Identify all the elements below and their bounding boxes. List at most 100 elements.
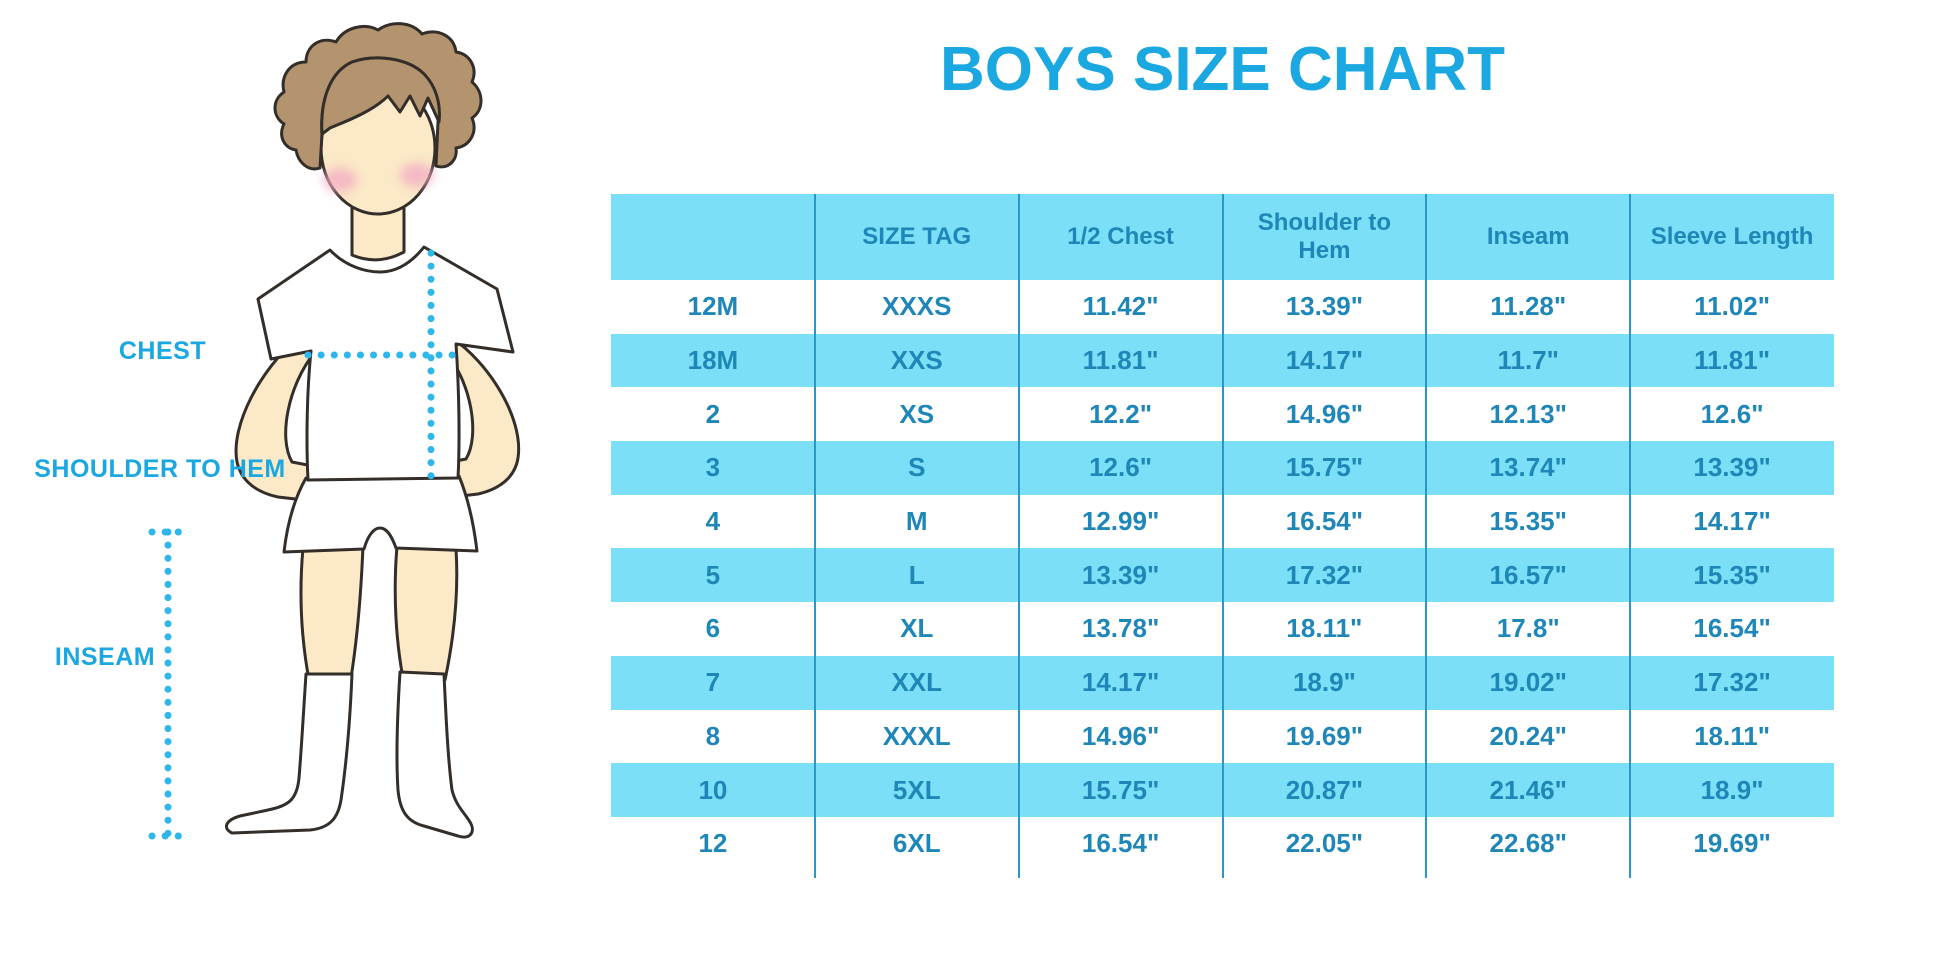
size-value-cell: 11.81"	[1082, 345, 1159, 376]
size-value-cell: 5XL	[892, 774, 941, 805]
table-row: 18M XXS 11.81" 14.17" 11.7" 11.81"	[611, 333, 1834, 388]
size-value-cell: 14.96"	[1081, 720, 1160, 751]
right-arm-shape	[423, 336, 521, 502]
size-value-cell: 19.69"	[1693, 828, 1771, 859]
size-value-cell: XXXL	[882, 720, 951, 751]
size-value-cell: 11.02"	[1694, 291, 1771, 322]
table-row: 3 S 12.6" 15.75" 13.74" 13.39"	[611, 441, 1834, 495]
left-arm-shape	[234, 338, 335, 505]
shorts-shape	[282, 474, 479, 554]
size-value-cell: 11.28"	[1490, 291, 1567, 322]
size-value-cell: 12.13"	[1489, 398, 1567, 429]
page-title: BOYS SIZE CHART	[940, 35, 1505, 104]
row-size-label: 6	[705, 613, 721, 644]
size-value-cell: XS	[899, 398, 935, 429]
size-value-cell: 15.75"	[1285, 452, 1364, 483]
row-size-label: 5	[705, 559, 721, 590]
size-value-cell: XL	[900, 613, 934, 644]
column-header: 1/2 Chest	[1067, 222, 1174, 250]
chest-measure-label: CHEST	[118, 337, 207, 365]
size-table-body: 12M XXXS 11.42" 13.39" 11.28" 11.02" 18M XXS 11.…	[611, 280, 1834, 871]
table-row: 7 XXL 14.17" 18.9" 19.02" 17.32"	[611, 655, 1834, 710]
size-table-header: SIZE TAG 1/2 Chest Shoulder to Hem Inseam Sl…	[611, 194, 1834, 280]
size-value-cell: XXS	[890, 345, 943, 376]
column-header: SIZE TAG	[862, 222, 972, 250]
size-value-cell: 12.99"	[1081, 506, 1160, 537]
table-row: 4 M 12.99" 16.54" 15.35" 14.17"	[611, 495, 1834, 549]
size-value-cell: 13.39"	[1693, 452, 1771, 483]
table-row: 8 XXXL 14.96" 19.69" 20.24" 18.11"	[611, 710, 1834, 764]
size-value-cell: 17.8"	[1496, 613, 1560, 644]
size-value-cell: 14.17"	[1081, 667, 1160, 698]
column-header: Shoulder to Hem	[1257, 208, 1392, 264]
inseam-measure-label: INSEAM	[54, 643, 156, 671]
size-value-cell: 13.39"	[1081, 559, 1160, 590]
row-size-label: 10	[698, 774, 728, 805]
size-value-cell: 17.32"	[1285, 559, 1364, 590]
size-value-cell: 20.24"	[1489, 720, 1567, 751]
size-value-cell: 6XL	[892, 828, 941, 859]
size-value-cell: 18.11"	[1694, 720, 1771, 751]
size-value-cell: 16.54"	[1081, 828, 1160, 859]
size-value-cell: 12.6"	[1700, 398, 1764, 429]
column-header: Inseam	[1486, 222, 1570, 250]
left-sock-shape	[224, 672, 354, 835]
size-value-cell: 12.2"	[1089, 398, 1153, 429]
size-value-cell: M	[905, 506, 928, 537]
size-value-cell: 14.96"	[1285, 398, 1364, 429]
row-size-label: 12M	[687, 291, 739, 322]
size-value-cell: 19.69"	[1285, 720, 1364, 751]
size-value-cell: 18.11"	[1286, 613, 1363, 644]
left-leg-shape	[299, 544, 365, 682]
size-value-cell: 15.75"	[1081, 774, 1160, 805]
shoulder-to-hem-measure-label: SHOULDER TO HEM	[34, 455, 286, 483]
row-size-label: 7	[705, 667, 721, 698]
size-value-cell: 11.7"	[1497, 345, 1559, 376]
size-value-cell: 13.39"	[1285, 291, 1364, 322]
size-value-cell: 13.78"	[1081, 613, 1160, 644]
table-row: 12M XXXS 11.42" 13.39" 11.28" 11.02"	[611, 280, 1834, 334]
table-row: 2 XS 12.2" 14.96" 12.13" 12.6"	[611, 387, 1834, 441]
size-value-cell: XXXS	[882, 291, 952, 322]
row-size-label: 4	[705, 506, 721, 537]
shirt-shape	[256, 245, 515, 482]
size-value-cell: 20.87"	[1285, 774, 1364, 805]
size-value-cell: 18.9"	[1700, 774, 1764, 805]
size-value-cell: 13.74"	[1489, 452, 1567, 483]
size-value-cell: 14.17"	[1693, 506, 1771, 537]
right-cheek	[400, 163, 434, 187]
right-leg-shape	[393, 544, 459, 682]
size-value-cell: 17.32"	[1693, 667, 1771, 698]
row-size-label: 3	[705, 452, 721, 483]
left-cheek	[323, 168, 357, 192]
size-value-cell: S	[908, 452, 926, 483]
row-size-label: 2	[705, 398, 721, 429]
size-value-cell: 22.05"	[1285, 828, 1364, 859]
size-value-cell: 18.9"	[1292, 667, 1356, 698]
table-row: 5 L 13.39" 17.32" 16.57" 15.35"	[611, 548, 1834, 603]
row-size-label: 8	[705, 720, 721, 751]
right-sock-shape	[395, 670, 474, 839]
table-row: 6 XL 13.78" 18.11" 17.8" 16.54"	[611, 602, 1834, 656]
size-value-cell: 22.68"	[1489, 828, 1567, 859]
size-value-cell: 16.54"	[1285, 506, 1364, 537]
size-value-cell: 11.42"	[1082, 291, 1159, 322]
hair-fringe-shape	[320, 56, 441, 136]
table-row: 12 6XL 16.54" 22.05" 22.68" 19.69"	[611, 817, 1834, 871]
size-value-cell: XXL	[891, 667, 943, 698]
size-value-cell: 15.35"	[1489, 506, 1567, 537]
table-row: 10 5XL 15.75" 20.87" 21.46" 18.9"	[611, 763, 1834, 817]
boy-illustration	[148, 22, 521, 840]
size-value-cell: 15.35"	[1693, 559, 1771, 590]
column-header: Sleeve Length	[1650, 222, 1814, 250]
size-value-cell: L	[908, 559, 925, 590]
size-value-cell: 21.46"	[1489, 774, 1567, 805]
size-value-cell: 16.54"	[1693, 613, 1771, 644]
size-value-cell: 19.02"	[1489, 667, 1567, 698]
row-size-label: 12	[698, 828, 728, 859]
size-value-cell: 16.57"	[1489, 559, 1567, 590]
size-value-cell: 14.17"	[1285, 345, 1364, 376]
size-value-cell: 11.81"	[1694, 345, 1771, 376]
row-size-label: 18M	[687, 345, 739, 376]
